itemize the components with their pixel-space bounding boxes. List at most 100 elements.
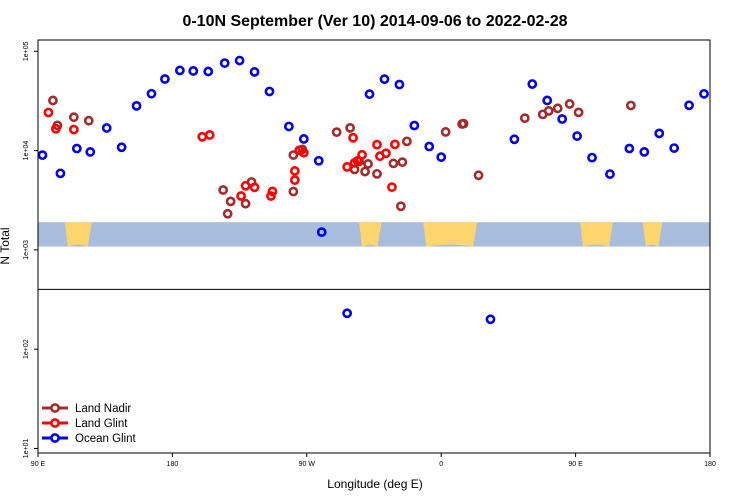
- data-point: [458, 118, 469, 129]
- data-point: [342, 162, 353, 172]
- legend-label: Land Glint: [75, 418, 128, 430]
- legend-label: Land Nadir: [75, 403, 131, 415]
- data-point: [146, 88, 157, 99]
- data-point: [625, 100, 636, 111]
- data-point: [342, 308, 353, 319]
- data-point: [316, 227, 327, 238]
- data-point: [131, 101, 142, 111]
- data-point: [240, 180, 251, 191]
- data-point: [397, 157, 408, 168]
- data-point: [174, 65, 185, 76]
- legend-label: Ocean Glint: [75, 433, 137, 445]
- data-point: [552, 103, 563, 114]
- data-point: [222, 208, 233, 219]
- data-point: [203, 66, 214, 77]
- plot-area: [37, 39, 711, 454]
- x-tick-label: 180: [167, 461, 179, 468]
- data-point: [364, 89, 375, 100]
- data-point: [188, 66, 199, 76]
- data-point: [298, 147, 309, 158]
- data-point: [37, 150, 48, 161]
- y-axis: 1e+01 1e+02 1e+03 1e+04 1e+05: [23, 41, 38, 458]
- data-point: [390, 139, 400, 150]
- land-shape: [64, 222, 92, 247]
- data-point: [409, 120, 420, 131]
- data-point: [573, 107, 584, 118]
- legend-marker: [50, 403, 60, 413]
- data-point: [381, 148, 391, 159]
- data-point: [101, 123, 112, 133]
- data-point: [542, 95, 553, 106]
- data-point: [313, 155, 324, 166]
- data-point: [352, 155, 363, 166]
- x-tick-label: 180: [704, 461, 716, 468]
- plot-frame: [37, 39, 711, 454]
- data-point: [543, 106, 554, 116]
- data-point: [267, 186, 278, 197]
- data-point: [283, 121, 294, 132]
- x-tick-label: 90 W: [299, 461, 316, 468]
- data-point: [55, 168, 66, 179]
- x-tick-label: 0: [439, 461, 443, 468]
- points-layer: [37, 55, 709, 325]
- data-point: [83, 115, 94, 126]
- data-point: [298, 134, 309, 144]
- data-point: [234, 55, 245, 66]
- data-point: [624, 143, 635, 154]
- data-point: [288, 150, 299, 160]
- legend: Land Nadir Land Glint Ocean Glint: [42, 403, 137, 445]
- data-point: [473, 170, 484, 181]
- data-point: [572, 131, 582, 141]
- data-point: [204, 130, 215, 140]
- data-point: [160, 74, 170, 84]
- data-point: [485, 314, 496, 325]
- data-point: [509, 134, 520, 145]
- data-point: [372, 139, 382, 150]
- data-point: [424, 141, 435, 152]
- land-shape: [423, 222, 478, 247]
- data-point: [51, 123, 61, 134]
- data-point: [85, 147, 96, 157]
- data-point: [249, 182, 260, 193]
- x-tick-label: 90 E: [568, 461, 583, 468]
- data-point: [348, 132, 358, 143]
- data-point: [68, 124, 79, 135]
- data-point: [387, 182, 397, 192]
- data-point: [357, 149, 367, 160]
- x-tick-label: 90 E: [31, 461, 46, 468]
- data-point: [519, 113, 530, 124]
- y-tick-label: 1e+03: [23, 240, 30, 260]
- data-point: [699, 88, 709, 99]
- land-shapes: [64, 222, 663, 247]
- x-axis-label: Longitude (deg E): [327, 477, 422, 491]
- data-point: [219, 58, 230, 68]
- land-shape: [642, 222, 663, 247]
- data-point: [388, 158, 399, 169]
- data-point: [264, 86, 275, 97]
- data-point: [669, 143, 680, 153]
- data-point: [684, 100, 694, 111]
- data-point: [394, 79, 405, 90]
- land-shape: [580, 222, 613, 247]
- data-point: [654, 128, 665, 139]
- data-point: [48, 95, 58, 106]
- x-axis: 90 E 180 90 W 0 90 E 180: [31, 453, 716, 468]
- data-point: [345, 123, 356, 133]
- data-point: [564, 99, 575, 109]
- data-point: [116, 142, 127, 153]
- data-point: [68, 112, 79, 123]
- y-axis-label: N Total: [0, 227, 12, 264]
- data-point: [43, 107, 54, 118]
- data-point: [372, 168, 382, 179]
- data-point: [218, 185, 229, 195]
- data-point: [587, 152, 597, 163]
- y-tick-label: 1e+05: [23, 41, 30, 61]
- data-point: [360, 166, 370, 177]
- y-tick-label: 1e+04: [23, 141, 30, 161]
- data-point: [436, 152, 447, 162]
- data-point: [225, 196, 236, 207]
- data-point: [288, 186, 299, 197]
- data-point: [605, 169, 615, 179]
- y-tick-label: 1e+01: [23, 439, 30, 459]
